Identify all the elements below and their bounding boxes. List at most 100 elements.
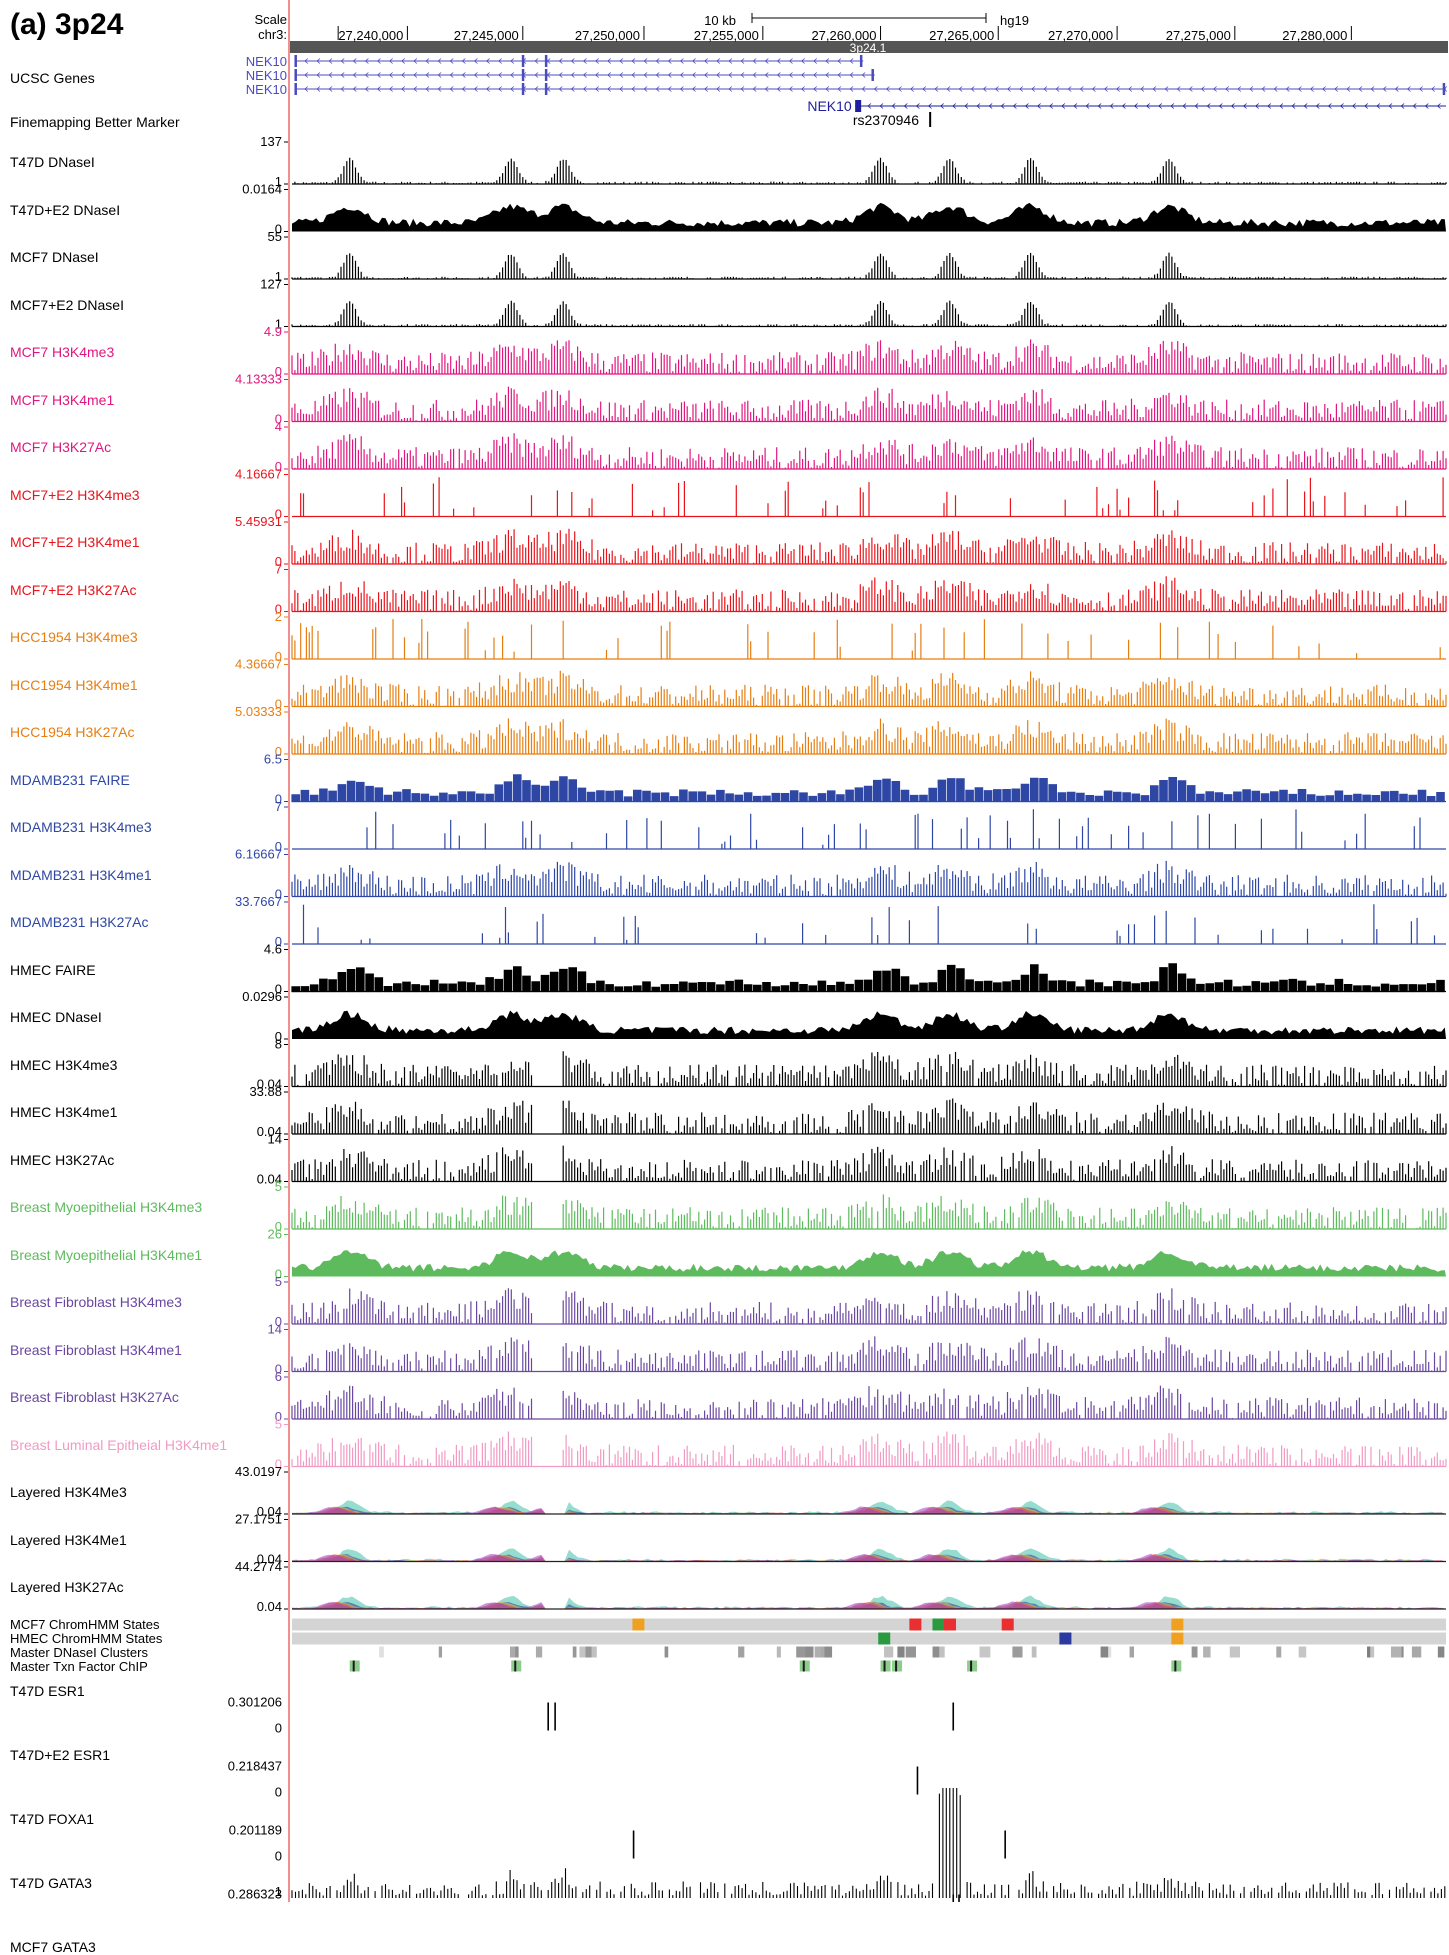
strand-arrow [631, 86, 636, 92]
strand-arrow [704, 72, 708, 78]
dnase-cluster [1203, 1646, 1211, 1658]
strand-arrow [988, 103, 993, 109]
track-label: HMEC H3K4me1 [10, 1104, 118, 1120]
strand-arrow [473, 72, 478, 78]
strand-arrow [437, 58, 442, 64]
strand-arrow [1273, 86, 1278, 92]
strand-arrow [788, 86, 793, 92]
strand-arrow [1121, 103, 1126, 109]
state-track-label: Master DNaseI Clusters [10, 1644, 148, 1660]
track-max-label: 8 [275, 1037, 282, 1052]
signal-tracks: 13710.0164055112714.904.133330404.166670… [235, 134, 1447, 1614]
strand-arrow [570, 72, 575, 78]
strand-arrow [752, 86, 757, 92]
strand-arrow [304, 86, 309, 92]
track-label: Layered H3K4Me3 [10, 1484, 127, 1500]
strand-arrow [837, 86, 842, 92]
strand-arrow [976, 103, 981, 109]
strand-arrow [340, 58, 345, 64]
chip-max-label: 0.201189 [229, 1823, 282, 1838]
strand-arrow [376, 86, 381, 92]
track-min-label: 0.04 [257, 1172, 282, 1187]
strand-arrow [1352, 103, 1356, 109]
strand-arrow [607, 86, 612, 92]
track-label: MCF7 H3K4me1 [10, 391, 115, 408]
chrom-label: chr3: [258, 27, 287, 42]
strand-arrow [1225, 86, 1229, 92]
chromatin-state-block [1001, 1618, 1014, 1631]
track-max-label: 14 [268, 1132, 282, 1147]
strand-arrow [558, 72, 563, 78]
strand-arrow [607, 58, 612, 64]
strand-arrow [498, 72, 502, 78]
strand-arrow [328, 86, 333, 92]
strand-arrow [764, 58, 769, 64]
track-label: HMEC DNaseI [10, 1009, 102, 1025]
track-label: Breast Fibroblast H3K27Ac [10, 1389, 179, 1405]
strand-arrow [1085, 103, 1090, 109]
strand-arrow [915, 103, 920, 109]
strand-arrow [891, 103, 896, 109]
strand-arrow [764, 72, 769, 78]
strand-arrow [643, 58, 648, 64]
strand-arrow [861, 86, 866, 92]
track-max-label: 127 [260, 277, 282, 292]
strand-arrow [1152, 86, 1157, 92]
strand-arrow [1376, 103, 1381, 109]
track-max-label: 5.45931 [235, 514, 282, 529]
chromatin-state-block [1171, 1632, 1184, 1645]
track-label: T47D DNaseI [10, 154, 95, 170]
track-label: MDAMB231 FAIRE [10, 771, 130, 788]
track-min-label: 0 [275, 222, 282, 237]
strand-arrow [655, 72, 660, 78]
strand-arrow [364, 86, 369, 92]
strand-arrow [1146, 103, 1150, 109]
strand-arrow [364, 72, 369, 78]
signal-bars [300, 477, 1444, 517]
strand-arrow [376, 72, 381, 78]
chromosome-ideogram [290, 41, 1448, 53]
strand-arrow [1327, 103, 1332, 109]
exon-block [544, 69, 548, 81]
strand-arrow [1097, 103, 1102, 109]
dnase-cluster [1191, 1646, 1198, 1658]
track-max-label: 5 [275, 1417, 282, 1432]
strand-arrow [716, 58, 721, 64]
strand-arrow [1309, 86, 1314, 92]
signal-area [292, 202, 1446, 232]
track-max-label: 7 [275, 562, 282, 577]
strand-arrow [964, 103, 969, 109]
dnase-cluster [884, 1646, 894, 1658]
chip-min-label: 0 [275, 1785, 282, 1800]
strand-arrow [837, 72, 842, 78]
dnase-cluster [587, 1646, 597, 1658]
browser-plot-area: 10 kb hg19 3p24.1 27,240,000 27,245,000 27… [228, 0, 1448, 1902]
strand-arrow [461, 72, 466, 78]
strand-arrow [304, 72, 309, 78]
signal-bars [291, 963, 1445, 993]
strand-arrow [643, 86, 648, 92]
track-max-label: 14 [268, 1322, 282, 1337]
dnase-cluster [814, 1646, 822, 1658]
strand-arrow [801, 72, 805, 78]
dnase-cluster [509, 1646, 517, 1658]
strand-arrow [728, 58, 733, 64]
track-max-label: 26 [268, 1227, 282, 1242]
track-label: MDAMB231 H3K4me3 [10, 819, 152, 835]
strand-arrow [825, 72, 830, 78]
strand-arrow [849, 58, 854, 64]
genome-browser-figure: (a) 3p24 Scale chr3: UCSC Genes Finemapp… [10, 0, 1448, 1955]
signal-bars [291, 1145, 1447, 1182]
dnase-cluster [664, 1646, 669, 1658]
strand-arrow [1212, 86, 1217, 92]
strand-arrow [340, 72, 345, 78]
tf-chip-cluster [970, 1660, 973, 1672]
signal-bars [291, 1288, 1447, 1324]
signal-bars [302, 904, 1436, 944]
layered-signal [292, 1553, 1446, 1562]
strand-arrow [1140, 86, 1145, 92]
panel-title: (a) 3p24 [10, 8, 124, 41]
strand-arrow [437, 72, 442, 78]
strand-arrow [740, 72, 745, 78]
strand-arrow [607, 72, 612, 78]
